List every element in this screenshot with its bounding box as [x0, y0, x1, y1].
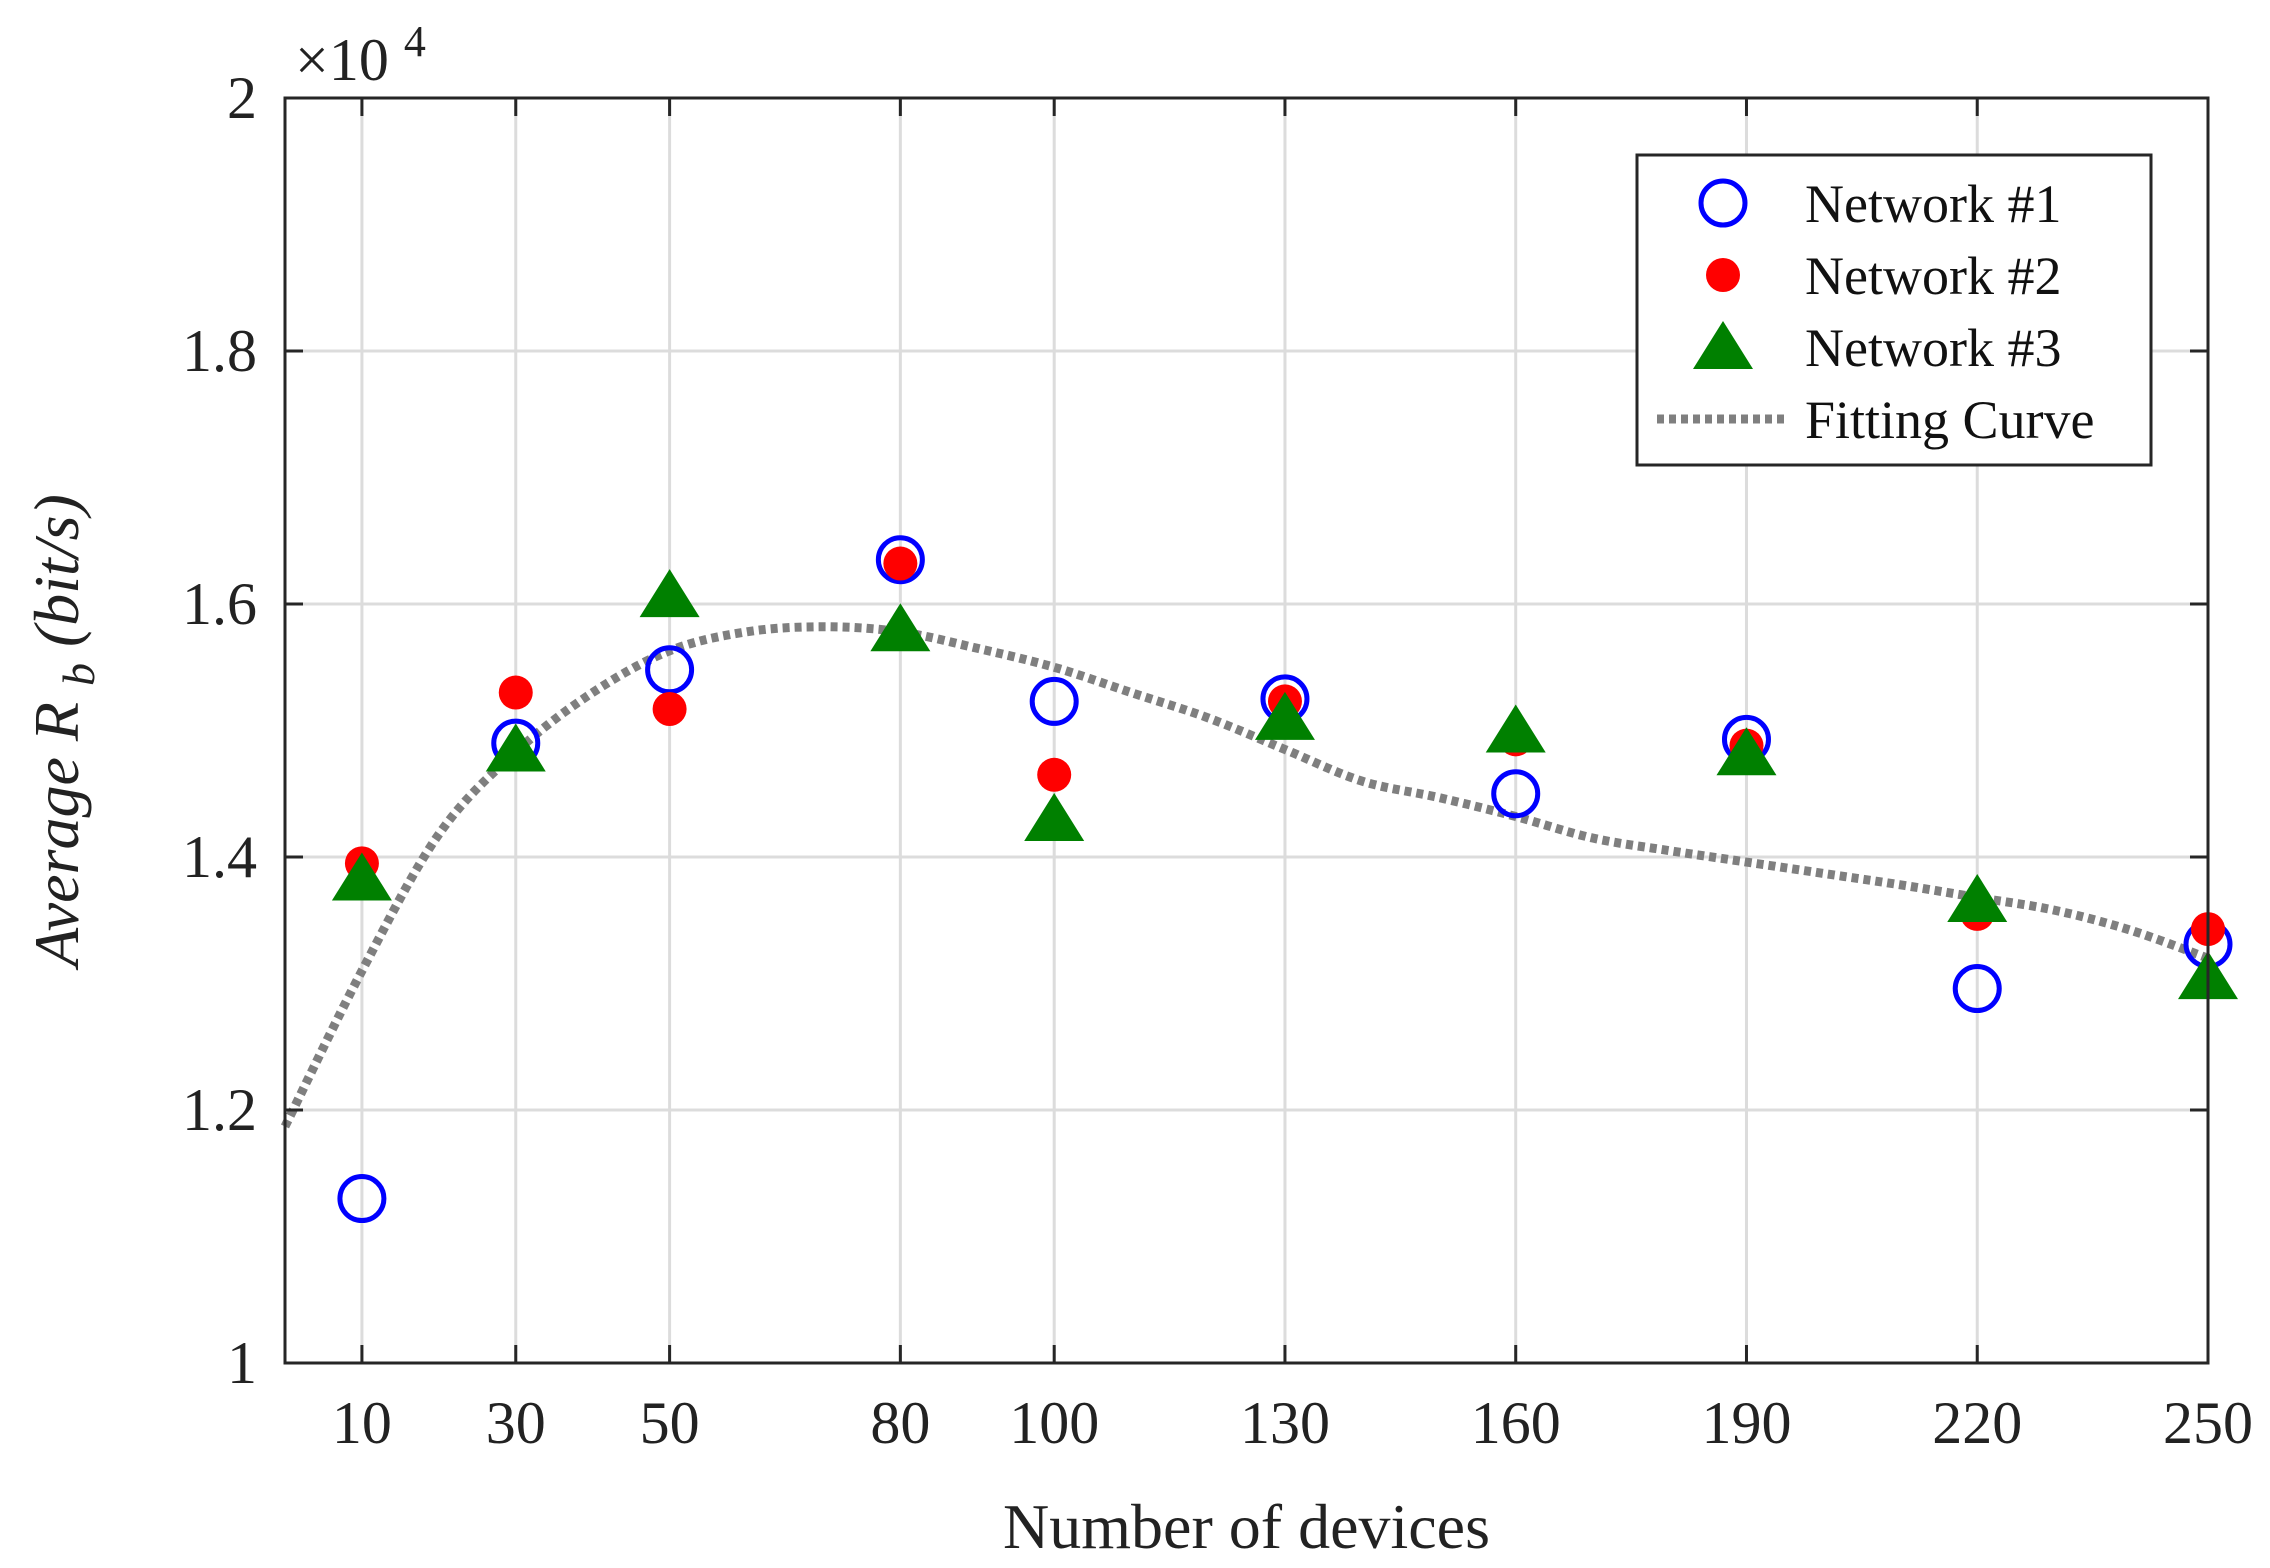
- y-tick-label: 1.8: [182, 318, 257, 384]
- legend-label-network-2: Network #2: [1805, 246, 2061, 306]
- plot-frame: [283, 96, 2210, 1365]
- network-2-point: [1037, 757, 1072, 792]
- y-axis-multiplier: ×10 4: [295, 17, 426, 93]
- x-tick-label: 50: [640, 1390, 700, 1456]
- y-tick-label: 1.4: [182, 824, 257, 890]
- y-label-symbol: R: [21, 702, 92, 742]
- y-label-prefix: Average: [21, 741, 92, 971]
- network-2-point: [498, 675, 533, 710]
- network-1-point: [337, 1174, 387, 1224]
- x-tick-label: 190: [1701, 1390, 1791, 1456]
- network-1-point: [1491, 769, 1541, 819]
- network-3-point: [485, 723, 546, 772]
- x-tick-label: 250: [2163, 1390, 2253, 1456]
- x-tick-label: 160: [1471, 1390, 1561, 1456]
- legend-swatch-network-3: [1693, 321, 1753, 369]
- fitting-curve-layer: [280, 622, 2210, 1129]
- network-1-point: [1029, 676, 1079, 726]
- network-1-point: [645, 645, 695, 695]
- axis-ticks: 10 30 50 80 100 130 160 190 220 250 1 1.2 1.4 1.6 1.8 2: [182, 65, 2253, 1456]
- legend-label-fitting-curve: Fitting Curve: [1805, 390, 2095, 450]
- network-2-point: [652, 691, 687, 726]
- network-3-point: [870, 603, 931, 652]
- y-tick-label: 1: [227, 1330, 257, 1396]
- x-tick-label: 80: [870, 1390, 930, 1456]
- network-3-point: [1716, 727, 1777, 776]
- x-tick-label: 220: [1932, 1390, 2022, 1456]
- network-1-point: [875, 535, 925, 585]
- legend-swatch-network-2: [1706, 258, 1740, 292]
- y-tick-label: 2: [227, 65, 257, 131]
- x-tick-label: 30: [486, 1390, 546, 1456]
- y-label-subscript: b: [53, 663, 104, 686]
- y-multiplier-base: ×10: [295, 27, 389, 93]
- network-3-point: [1254, 691, 1315, 740]
- network-3-point: [639, 569, 700, 618]
- legend-label-network-3: Network #3: [1805, 318, 2061, 378]
- x-tick-label: 100: [1009, 1390, 1099, 1456]
- legend-box: [1635, 153, 2153, 467]
- network-2-point: [883, 546, 918, 581]
- legend-swatch-network-1: [1698, 178, 1748, 228]
- network-1-point: [1952, 964, 2002, 1014]
- y-tick-label: 1.6: [182, 571, 257, 637]
- network-3-point: [1024, 793, 1085, 842]
- data-markers: [331, 535, 2238, 1224]
- fitting-curve-line: [280, 622, 2210, 1129]
- x-tick-label: 130: [1240, 1390, 1330, 1456]
- y-label-unit: (bit/s): [21, 494, 92, 647]
- network-3-point: [331, 852, 392, 901]
- y-tick-label: 1.2: [182, 1077, 257, 1143]
- legend: Network #1 Network #2 Network #3 Fitting Cu…: [1635, 153, 2153, 467]
- legend-label-network-1: Network #1: [1805, 174, 2061, 234]
- x-axis-label: Number of devices: [1003, 1491, 1490, 1562]
- network-3-point: [1485, 704, 1546, 753]
- x-tick-label: 10: [332, 1390, 392, 1456]
- y-axis-label: Average R b (bit/s): [21, 494, 108, 971]
- network-3-point: [1947, 874, 2008, 923]
- y-multiplier-exponent: 4: [404, 17, 426, 66]
